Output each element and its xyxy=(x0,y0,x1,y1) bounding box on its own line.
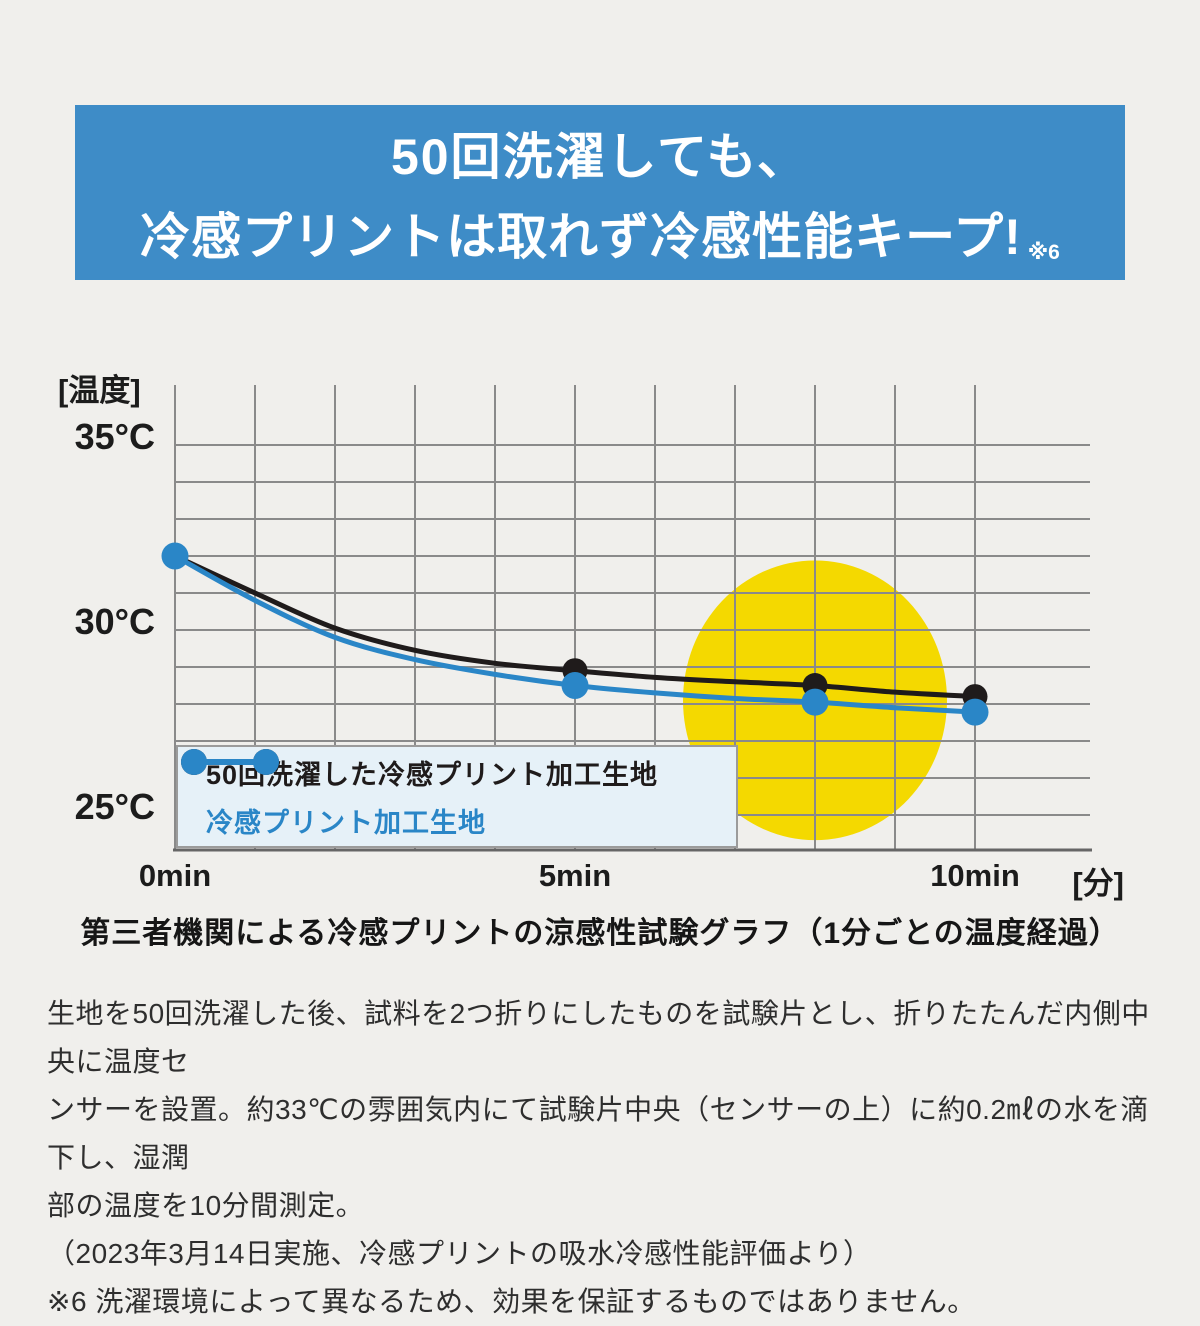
headline-banner: 50回洗濯しても、 冷感プリントは取れず冷感性能キープ! ※6 xyxy=(75,105,1125,280)
chart-section: [温度] 35°C 30°C 25°C 0min 5min 10min [分] … xyxy=(0,355,1200,910)
x-tick-0min: 0min xyxy=(138,858,212,893)
x-tick-5min: 5min xyxy=(538,858,612,893)
legend-label-washed: 50回洗濯した冷感プリント加工生地 xyxy=(206,760,659,790)
data-point-marker-original-5min xyxy=(561,672,589,699)
y-tick-30c: 30°C xyxy=(74,601,155,642)
headline-line2-wrap: 冷感プリントは取れず冷感性能キープ! ※6 xyxy=(140,197,1060,269)
data-point-marker-original-10min xyxy=(961,698,989,726)
headline-line1: 50回洗濯しても、 xyxy=(390,128,810,185)
legend-item-washed: 50回洗濯した冷感プリント加工生地 xyxy=(181,749,736,792)
y-axis-title: [温度] xyxy=(58,373,141,408)
legend-label-original: 冷感プリント加工生地 xyxy=(206,808,486,838)
note-line: 生地を50回洗濯した後、試料を2つ折りにしたものを試験片とし、折りたたんだ内側中… xyxy=(47,998,1150,1077)
note-line: ※6 洗濯環境によって異なるため、効果を保証するものではありません。 xyxy=(47,1286,976,1317)
headline-footnote-ref: ※6 xyxy=(1027,240,1060,264)
headline-line2: 冷感プリントは取れず冷感性能キープ! xyxy=(140,208,1022,265)
y-tick-35c: 35°C xyxy=(74,416,155,457)
notes-paragraph: 生地を50回洗濯した後、試料を2つ折りにしたものを試験片とし、折りたたんだ内側中… xyxy=(47,990,1163,1326)
data-point-marker-original-0min xyxy=(161,542,189,570)
chart-caption: 第三者機関による冷感プリントの涼感性試験グラフ（1分ごとの温度経過） xyxy=(80,917,1120,950)
x-axis-unit: [分] xyxy=(1072,866,1124,901)
note-line: ンサーを設置。約33℃の雰囲気内にて試験片中央（センサーの上）に約0.2㎖の水を… xyxy=(47,1094,1150,1173)
line-marker-blue-icon xyxy=(181,749,279,775)
note-line: （2023年3月14日実施、冷感プリントの吸水冷感性能評価より） xyxy=(47,1238,872,1269)
page-background: { "header": { "line1": "50回洗濯しても、", "lin… xyxy=(0,105,1200,1317)
x-tick-10min: 10min xyxy=(930,858,1020,893)
note-line: 部の温度を10分間測定。 xyxy=(47,1190,365,1221)
data-point-marker-original-8min xyxy=(801,688,829,716)
y-tick-25c: 25°C xyxy=(74,786,155,827)
legend-item-original: 冷感プリント加工生地 xyxy=(181,749,736,840)
legend-box: 50回洗濯した冷感プリント加工生地 冷感プリント加工生地 xyxy=(176,745,738,848)
